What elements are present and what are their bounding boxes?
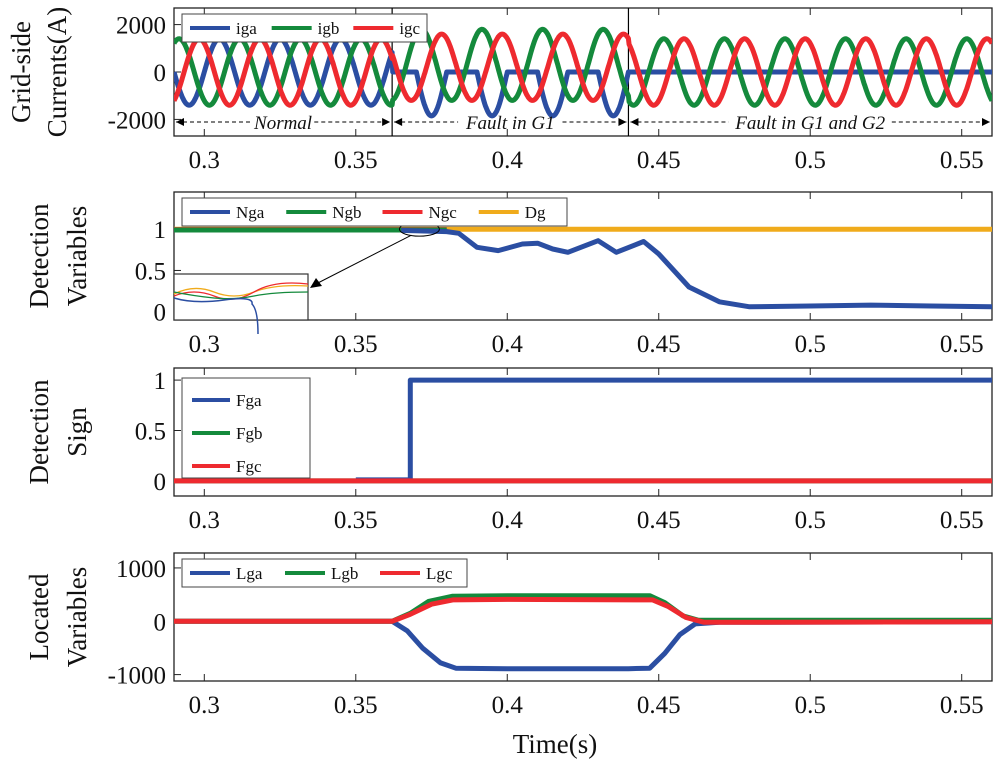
x-tick-label: 0.5: [795, 331, 826, 358]
x-tick-label: 0.35: [334, 147, 378, 174]
x-tick-label: 0.45: [637, 507, 681, 534]
y-tick-label: -2000: [108, 107, 166, 134]
y-tick-label: 1: [154, 368, 167, 395]
arrowhead: [382, 118, 391, 126]
x-tick-label: 0.55: [940, 692, 984, 719]
x-tick-label: 0.5: [795, 507, 826, 534]
y-tick-label: 0: [154, 300, 167, 327]
annotation-label: Fault in G1: [465, 113, 555, 134]
y-axis-label: Sign: [62, 407, 92, 457]
y-axis-label: Detection: [24, 203, 54, 308]
x-tick-label: 0.3: [189, 331, 220, 358]
legend-label: Nga: [236, 203, 265, 222]
chart-panel-1: 0.3 0.35 0.4 0.45 0.5 0.55 2000 0 -2000 Grid-side…: [6, 7, 993, 174]
x-axis-label: Time(s): [513, 729, 598, 759]
legend-label: Lga: [236, 564, 263, 583]
legend-label: Fgc: [236, 457, 262, 476]
chart-panel-2: 0.3 0.35 0.4 0.45 0.5 0.55 1 0.5 0 Detection Varia…: [24, 191, 993, 358]
arrowhead: [394, 118, 403, 126]
series-Lga: [174, 618, 992, 672]
legend-label: Ngc: [429, 203, 458, 222]
y-axis-label: Variables: [62, 567, 92, 667]
y-axis-label: Detection: [24, 379, 54, 484]
y-axis-label: Grid-side: [6, 21, 36, 123]
y-tick-label: -1000: [108, 663, 166, 690]
x-tick-label: 0.55: [940, 147, 984, 174]
legend-label: igc: [399, 19, 420, 38]
x-tick-label: 0.45: [637, 692, 681, 719]
arrowhead: [618, 118, 627, 126]
legend-label: Fga: [236, 391, 262, 410]
plot-frame: [173, 367, 993, 497]
x-tick-label: 0.4: [492, 507, 524, 534]
series-Fga: [355, 377, 992, 483]
legend-label: igb: [318, 19, 340, 38]
x-tick-label: 0.55: [940, 331, 984, 358]
zoom-arrowhead: [310, 278, 322, 288]
y-axis-label: Currents(A): [42, 7, 72, 137]
series-Lgc: [174, 596, 992, 625]
x-tick-label: 0.4: [492, 147, 524, 174]
legend-label: iga: [236, 19, 257, 38]
x-tick-label: 0.4: [492, 692, 524, 719]
y-tick-label: 1: [154, 217, 167, 244]
inset-Nga: [173, 297, 259, 335]
series-igc: [174, 31, 992, 108]
zoom-arrow: [311, 234, 412, 287]
y-tick-label: 2000: [116, 13, 166, 40]
legend-box: [181, 377, 311, 479]
y-axis-label: Located: [24, 573, 54, 660]
x-tick-label: 0.35: [334, 507, 378, 534]
y-tick-label: 0: [154, 469, 167, 496]
legend-label: Ngb: [332, 203, 361, 222]
x-tick-label: 0.5: [795, 147, 826, 174]
zoom-inset-lines: [173, 282, 309, 335]
series-Nga: [401, 227, 992, 310]
chart-panel-4: 0.3 0.35 0.4 0.45 0.5 0.55 1000 0 -1000 Located Va…: [24, 552, 993, 759]
annotation-label: Normal: [253, 113, 312, 134]
x-tick-label: 0.5: [795, 692, 826, 719]
zoom-inset: [173, 273, 309, 321]
series-iga: [174, 36, 992, 119]
legend-label: Dg: [525, 203, 546, 222]
x-tick-label: 0.45: [637, 147, 681, 174]
x-tick-label: 0.3: [189, 507, 220, 534]
y-tick-label: 0: [154, 60, 167, 87]
chart-panel-3: 0.3 0.35 0.4 0.45 0.5 0.55 1 0.5 0 Detection Sign F…: [24, 367, 993, 534]
x-tick-label: 0.45: [637, 331, 681, 358]
x-tick-label: 0.3: [189, 147, 220, 174]
annotation-label: Fault in G1 and G2: [734, 113, 885, 134]
y-axis-label: Variables: [62, 206, 92, 306]
y-tick-label: 1000: [116, 556, 166, 583]
legend-label: Fgb: [236, 424, 262, 443]
x-tick-label: 0.35: [334, 692, 378, 719]
x-tick-label: 0.4: [492, 331, 524, 358]
y-tick-label: 0.5: [135, 258, 166, 285]
arrowhead: [176, 118, 184, 126]
y-tick-label: 0: [154, 609, 167, 636]
plot-frame: [173, 191, 993, 321]
x-tick-label: 0.3: [189, 692, 220, 719]
arrowhead: [630, 118, 639, 126]
legend-label: Lgc: [426, 564, 453, 583]
y-tick-label: 0.5: [135, 418, 166, 445]
arrowhead: [982, 118, 990, 126]
x-tick-label: 0.35: [334, 331, 378, 358]
legend-label: Lgb: [331, 564, 358, 583]
plot-frame: [173, 552, 993, 682]
inset-Dg: [173, 284, 309, 297]
x-tick-label: 0.55: [940, 507, 984, 534]
